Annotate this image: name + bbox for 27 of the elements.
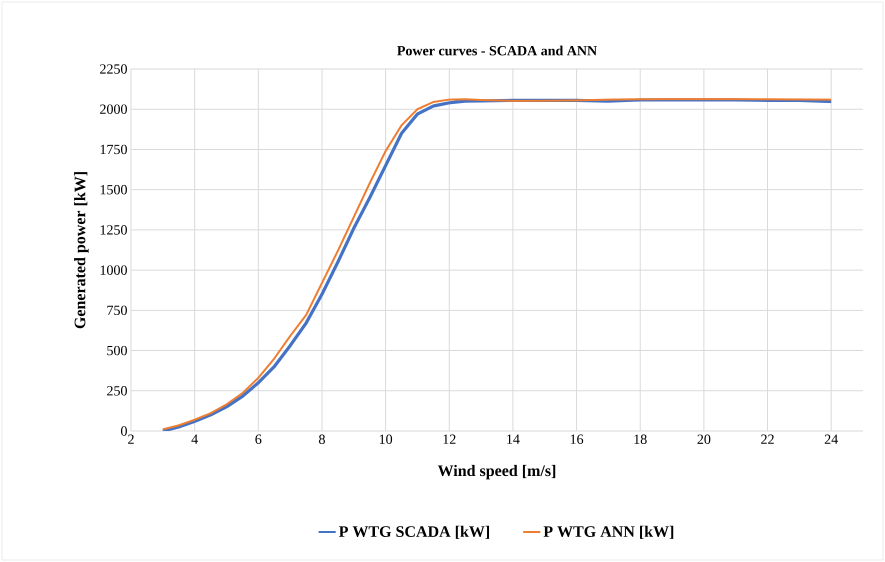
y-tick-label: 1250 xyxy=(100,225,127,235)
y-tick-label: 0 xyxy=(121,426,127,436)
x-tick-label: 24 xyxy=(824,434,838,444)
x-tick-label: 12 xyxy=(443,434,456,444)
x-tick-label: 2 xyxy=(128,434,134,444)
y-tick-label: 2000 xyxy=(100,104,127,114)
x-tick-label: 6 xyxy=(255,434,262,444)
y-tick-label: 500 xyxy=(107,346,127,356)
x-tick-label: 18 xyxy=(634,434,647,444)
y-tick-label: 1750 xyxy=(100,144,127,154)
legend-label: P WTG SCADA [kW] xyxy=(338,526,490,539)
y-tick-label: 1000 xyxy=(100,265,127,275)
y-tick-label: 1500 xyxy=(100,184,127,194)
x-axis-title: Wind speed [m/s] xyxy=(438,464,556,480)
chart-title: Power curves - SCADA and ANN xyxy=(397,46,597,56)
x-tick-label: 20 xyxy=(697,434,710,444)
x-tick-label: 22 xyxy=(761,434,774,444)
y-tick-label: 250 xyxy=(107,386,127,396)
x-tick-label: 10 xyxy=(380,434,392,444)
legend-label: P WTG ANN [kW] xyxy=(544,526,674,539)
y-axis-title: Generated power [kW] xyxy=(74,172,89,328)
x-tick-label: 16 xyxy=(570,434,584,444)
x-tick-label: 14 xyxy=(507,434,520,444)
y-tick-label: 750 xyxy=(107,306,127,316)
y-tick-label: 2250 xyxy=(100,64,127,74)
x-tick-label: 8 xyxy=(318,434,325,444)
x-tick-label: 4 xyxy=(191,434,198,444)
